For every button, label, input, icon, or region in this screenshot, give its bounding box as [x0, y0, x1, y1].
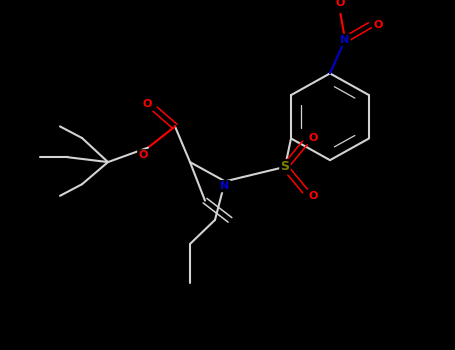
- Text: O: O: [335, 0, 345, 8]
- Text: N: N: [220, 181, 230, 191]
- Text: O: O: [142, 99, 152, 109]
- Text: O: O: [138, 150, 148, 160]
- Text: O: O: [308, 133, 318, 143]
- Text: O: O: [373, 20, 383, 30]
- Text: O: O: [308, 191, 318, 201]
- Text: S: S: [280, 160, 289, 173]
- Text: N: N: [340, 35, 349, 45]
